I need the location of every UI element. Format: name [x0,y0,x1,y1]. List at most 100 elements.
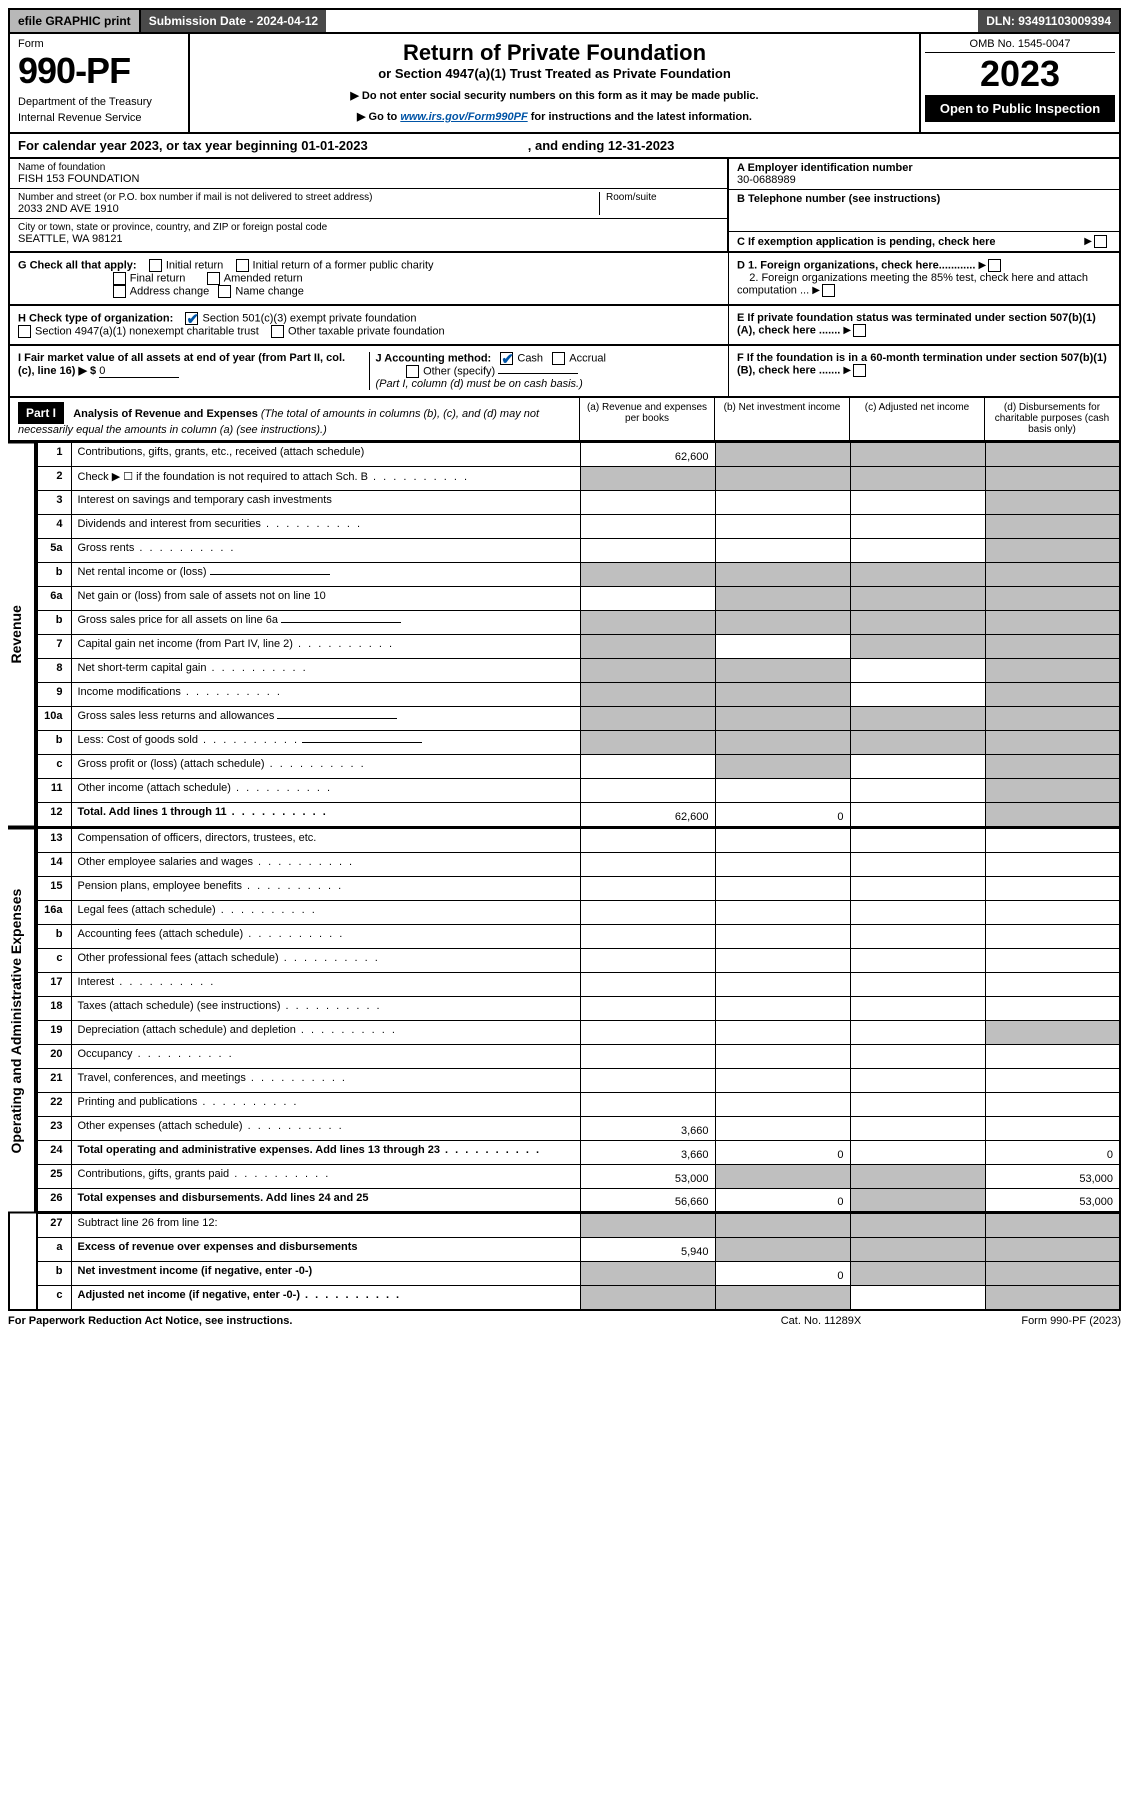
table-row: bLess: Cost of goods sold [37,731,1120,755]
amount-cell [580,1262,715,1286]
c-checkbox[interactable] [1094,235,1107,248]
col-d-header: (d) Disbursements for charitable purpose… [984,398,1119,440]
amount-cell [850,755,985,779]
line-number: 24 [37,1140,71,1164]
line-number: 7 [37,635,71,659]
i-label: I Fair market value of all assets at end… [18,352,345,377]
cb-addrchg[interactable] [113,285,126,298]
calendar-year-row: For calendar year 2023, or tax year begi… [8,134,1121,159]
form-link[interactable]: www.irs.gov/Form990PF [400,111,527,123]
amount-cell [850,635,985,659]
amount-cell [985,1238,1120,1262]
submission-date: Submission Date - 2024-04-12 [141,10,326,32]
amount-cell [580,659,715,683]
cb-namechg[interactable] [218,285,231,298]
amount-cell [985,1020,1120,1044]
amount-cell [580,755,715,779]
part1-label: Part I [18,402,64,424]
table-row: bGross sales price for all assets on lin… [37,611,1120,635]
line-label: Other income (attach schedule) [71,779,580,803]
line-number: 23 [37,1116,71,1140]
line-label: Net rental income or (loss) [71,563,580,587]
cb-initial[interactable] [149,259,162,272]
line-label: Income modifications [71,683,580,707]
part1-title: Analysis of Revenue and Expenses [73,408,258,420]
amount-cell [715,467,850,491]
amount-cell [580,876,715,900]
cb-d2[interactable] [822,284,835,297]
line-label: Other expenses (attach schedule) [71,1116,580,1140]
line-number: b [37,563,71,587]
table-row: cGross profit or (loss) (attach schedule… [37,755,1120,779]
line-number: a [37,1238,71,1262]
amount-cell [985,996,1120,1020]
line-label: Contributions, gifts, grants, etc., rece… [71,443,580,467]
efile-label: efile GRAPHIC print [10,10,141,32]
cb-final[interactable] [113,272,126,285]
cb-e[interactable] [853,324,866,337]
amount-cell [715,755,850,779]
open-public: Open to Public Inspection [925,95,1115,122]
dept-treasury: Department of the Treasury [18,96,180,108]
cb-otherspec[interactable] [406,365,419,378]
amount-cell [850,948,985,972]
amount-cell [985,635,1120,659]
amount-cell [985,900,1120,924]
amount-cell [715,563,850,587]
room-suite: Room/suite [599,192,719,215]
amount-cell [715,948,850,972]
amount-cell [715,515,850,539]
line-number: 16a [37,900,71,924]
amount-cell [985,948,1120,972]
amount-cell [985,443,1120,467]
amount-cell [580,611,715,635]
note-ssn: ▶ Do not enter social security numbers o… [196,89,913,102]
table-row: 11Other income (attach schedule) [37,779,1120,803]
amount-cell [580,515,715,539]
cb-501c3[interactable] [185,312,198,325]
line-label: Gross rents [71,539,580,563]
amount-cell [850,443,985,467]
form-label: Form [18,38,180,50]
line-number: 27 [37,1214,71,1238]
line-number: 9 [37,683,71,707]
cb-accrual[interactable] [552,352,565,365]
amount-cell [580,683,715,707]
cb-othertax[interactable] [271,325,284,338]
cb-cash[interactable] [500,352,513,365]
table-row: 10aGross sales less returns and allowanc… [37,707,1120,731]
table-row: 5aGross rents [37,539,1120,563]
line-number: 10a [37,707,71,731]
line-number: 25 [37,1164,71,1188]
cb-4947[interactable] [18,325,31,338]
line-number: 2 [37,467,71,491]
table-row: cOther professional fees (attach schedul… [37,948,1120,972]
amount-cell [580,1286,715,1310]
amount-cell [985,972,1120,996]
table-row: bNet investment income (if negative, ent… [37,1262,1120,1286]
amount-cell [715,1068,850,1092]
amount-cell: 53,000 [985,1188,1120,1212]
amount-cell [985,755,1120,779]
amount-cell [580,924,715,948]
cb-f[interactable] [853,364,866,377]
amount-cell [715,1116,850,1140]
table-row: 14Other employee salaries and wages [37,852,1120,876]
amount-cell [715,828,850,852]
amount-cell [580,563,715,587]
amount-cell [850,1140,985,1164]
revenue-sidelabel: Revenue [8,442,36,828]
cb-d1[interactable] [988,259,1001,272]
line-number: c [37,1286,71,1310]
cb-amended[interactable] [207,272,220,285]
line-label: Subtract line 26 from line 12: [71,1214,580,1238]
line-number: 8 [37,659,71,683]
amount-cell [715,972,850,996]
omb-number: OMB No. 1545-0047 [925,38,1115,53]
form-number: 990-PF [18,50,180,92]
table-row: 16aLegal fees (attach schedule) [37,900,1120,924]
table-row: bNet rental income or (loss) [37,563,1120,587]
cb-initial-former[interactable] [236,259,249,272]
ein-value: 30-0688989 [737,174,796,186]
amount-cell [850,1164,985,1188]
